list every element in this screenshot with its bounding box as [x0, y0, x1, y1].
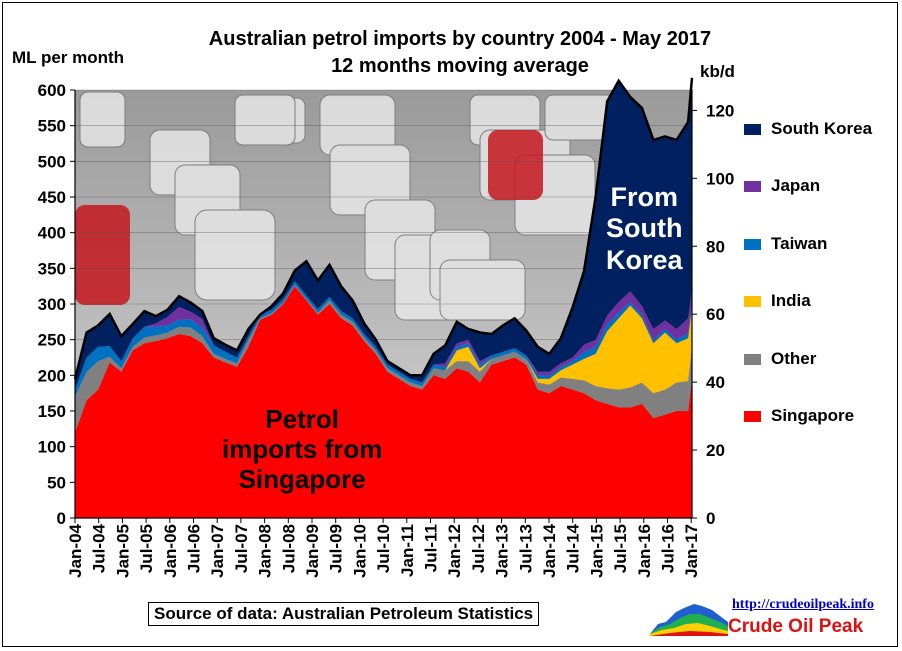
- x-tick-label: Jul-10: [374, 524, 393, 573]
- annotation-singapore-line1: Petrol: [265, 404, 340, 434]
- source-note: Source of data: Australian Petroleum Sta…: [148, 602, 540, 626]
- chart-title: Australian petrol imports by country 200…: [208, 28, 712, 50]
- legend-label-singapore: Singapore: [771, 406, 855, 425]
- annotation-singapore: Petrol imports from Singapore: [222, 404, 382, 494]
- x-tick-label: Jul-12: [469, 524, 488, 573]
- x-tick-label: Jan-04: [66, 523, 85, 577]
- x-tick-label: Jan-08: [256, 524, 275, 578]
- legend-label-japan: Japan: [771, 176, 821, 195]
- annotation-korea-line2: South: [606, 213, 683, 244]
- x-tick-label: Jul-13: [516, 524, 535, 573]
- x-tick-label: Jul-11: [422, 524, 441, 572]
- y-tick-label-left: 500: [38, 152, 66, 171]
- y-tick-label-left: 600: [38, 81, 66, 100]
- y-tick-label-left: 50: [47, 473, 66, 492]
- legend-swatch-taiwan: [744, 238, 761, 250]
- y-tick-label-left: 250: [38, 331, 66, 350]
- x-tick-label: Jan-13: [493, 524, 512, 578]
- legend-item-singapore: Singapore: [744, 405, 854, 427]
- y-tick-label-left: 350: [38, 259, 66, 278]
- legend-item-india: India: [744, 290, 811, 312]
- legend-swatch-india: [744, 295, 761, 307]
- y-tick-label-left: 300: [38, 295, 66, 314]
- annotation-singapore-line2: imports from: [222, 434, 383, 465]
- x-tick-label: Jan-11: [398, 524, 417, 577]
- legend-item-south-korea: South Korea: [744, 118, 872, 140]
- brand-name: Crude Oil Peak: [728, 616, 864, 637]
- legend-item-taiwan: Taiwan: [744, 233, 827, 255]
- total-line: [73, 77, 694, 380]
- x-tick-label: Jan-09: [303, 524, 322, 578]
- y-tick-label-left: 150: [38, 402, 66, 421]
- y-tick-label-right: 120: [706, 101, 734, 120]
- x-tick-label: Jan-12: [445, 524, 464, 578]
- legend-label-other: Other: [771, 349, 817, 368]
- x-tick-label: Jul-04: [90, 523, 109, 573]
- y-tick-label-left: 0: [57, 509, 66, 528]
- y-tick-label-right: 40: [706, 373, 725, 392]
- area-south-korea: [75, 77, 692, 390]
- x-tick-label: Jan-05: [113, 524, 132, 578]
- annotation-korea-line1: From: [610, 182, 679, 212]
- x-tick-label: Jan-06: [161, 524, 180, 578]
- legend-label-south-korea: South Korea: [771, 119, 873, 138]
- y-axis-label-left: ML per month: [12, 48, 125, 67]
- y-axis-label-right: kb/d: [700, 62, 735, 81]
- x-tick-label: Jan-16: [635, 524, 654, 578]
- annotation-korea-line3: Korea: [606, 244, 683, 275]
- area-singapore: [75, 286, 692, 518]
- area-japan: [75, 281, 692, 390]
- annotation-singapore-line3: Singapore: [238, 464, 366, 495]
- x-tick-label: Jul-08: [279, 524, 298, 573]
- legend-swatch-japan: [744, 180, 761, 192]
- area-india: [75, 284, 692, 397]
- x-tick-label: Jul-15: [611, 524, 630, 573]
- y-tick-label-left: 550: [38, 117, 66, 136]
- legend-item-other: Other: [744, 348, 816, 370]
- x-tick-label: Jul-05: [137, 524, 156, 573]
- y-tick-label-right: 60: [706, 305, 725, 324]
- legend-label-taiwan: Taiwan: [771, 234, 828, 253]
- x-tick-label: Jan-15: [587, 524, 606, 578]
- legend-swatch-south-korea: [744, 123, 761, 135]
- y-tick-label-right: 100: [706, 169, 734, 188]
- y-tick-label-right: 80: [706, 237, 725, 256]
- y-tick-label-left: 400: [38, 224, 66, 243]
- x-tick-label: Jul-07: [232, 524, 251, 573]
- y-tick-label-right: 0: [706, 509, 715, 528]
- chart-subtitle: 12 months moving average: [331, 55, 589, 77]
- y-tick-label-left: 200: [38, 366, 66, 385]
- legend-label-india: India: [771, 291, 811, 310]
- y-tick-label-right: 20: [706, 441, 725, 460]
- x-tick-label: Jan-14: [540, 523, 559, 577]
- legend-swatch-other: [744, 353, 761, 365]
- x-tick-label: Jan-10: [350, 524, 369, 578]
- crude-oil-peak-logo-icon: [650, 604, 728, 636]
- annotation-south-korea: From South Korea: [606, 182, 683, 276]
- legend-swatch-singapore: [744, 410, 761, 422]
- x-tick-label: Jul-09: [327, 524, 346, 573]
- y-tick-label-left: 100: [38, 438, 66, 457]
- x-tick-label: Jul-14: [564, 523, 583, 573]
- brand-url-link[interactable]: http://crudeoilpeak.info: [732, 597, 874, 612]
- x-tick-label: Jul-16: [659, 524, 678, 573]
- x-tick-label: Jan-17: [682, 524, 701, 578]
- y-tick-label-left: 450: [38, 188, 66, 207]
- legend-item-japan: Japan: [744, 175, 820, 197]
- x-tick-label: Jul-06: [185, 524, 204, 573]
- x-tick-label: Jan-07: [208, 524, 227, 578]
